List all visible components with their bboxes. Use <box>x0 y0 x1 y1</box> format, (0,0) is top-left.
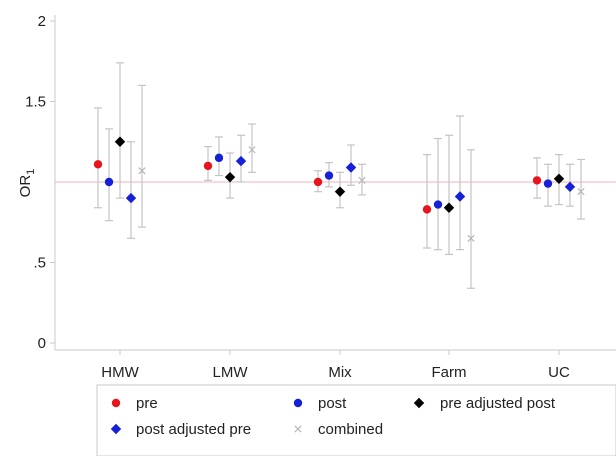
legend-marker-post_adjusted_pre <box>110 423 122 435</box>
point-post-lmw <box>214 153 224 163</box>
legend-box <box>96 384 616 456</box>
y-axis-title-subscript: 1 <box>25 169 37 175</box>
point-combined-hmw <box>138 167 146 175</box>
y-tick-label: .5 <box>33 255 46 272</box>
point-pre-lmw <box>203 161 213 171</box>
point-pre-uc <box>532 176 542 185</box>
point-pre_adjusted_post-hmw <box>114 136 126 147</box>
point-pre_adjusted_post-lmw <box>224 171 236 183</box>
error-bar-combined-farm <box>467 149 475 289</box>
error-bar-combined-uc <box>577 158 585 220</box>
y-ticks: 0 .5 1.5 2 <box>25 13 55 352</box>
point-post_adjusted_pre-lmw <box>235 155 247 167</box>
point-post_adjusted_pre-hmw <box>125 192 137 204</box>
category-label-lmw: LMW <box>213 364 249 381</box>
category-label-farm: Farm <box>432 364 467 381</box>
y-tick-label: 1.5 <box>25 94 46 111</box>
point-pre-farm <box>422 205 432 214</box>
point-combined-lmw <box>248 146 256 154</box>
error-bars <box>94 62 585 289</box>
legend-marker-combined <box>294 425 302 433</box>
point-post_adjusted_pre-uc <box>564 181 576 193</box>
legend-label-pre: pre <box>136 395 158 412</box>
point-post_adjusted_pre-farm <box>454 191 466 202</box>
legend-label-post_adjusted_pre: post adjusted pre <box>136 421 251 438</box>
error-bar-post-farm <box>434 137 442 251</box>
error-bar-pre-farm <box>423 154 431 249</box>
error-bar-post_adjusted_pre-hmw <box>127 141 135 239</box>
point-post-uc <box>543 179 553 188</box>
legend-marker-pre <box>111 398 121 408</box>
point-post-mix <box>324 171 334 180</box>
point-pre-hmw <box>93 160 103 169</box>
category-label-uc: UC <box>548 364 570 381</box>
legend-label-combined: combined <box>318 421 383 438</box>
y-tick-label: 2 <box>38 13 46 30</box>
error-bar-pre-hmw <box>94 107 102 209</box>
category-label-mix: Mix <box>328 364 352 381</box>
legend-marker-post <box>293 398 303 408</box>
point-combined-farm <box>467 234 475 242</box>
point-pre_adjusted_post-farm <box>443 202 455 213</box>
markers <box>93 136 585 242</box>
error-bar-pre_adjusted_post-farm <box>445 134 453 256</box>
point-combined-uc <box>577 188 585 196</box>
point-pre_adjusted_post-mix <box>334 186 346 197</box>
error-bar-post-hmw <box>105 128 113 222</box>
point-combined-mix <box>358 176 366 185</box>
legend-label-post: post <box>318 395 347 412</box>
point-post-hmw <box>104 177 114 187</box>
category-label-hmw: HMW <box>101 364 139 381</box>
legend-marker-pre_adjusted_post <box>413 397 425 409</box>
x-ticks: HMW LMW Mix Farm UC <box>101 350 570 381</box>
point-pre-mix <box>313 177 323 187</box>
error-bar-combined-lmw <box>248 123 256 173</box>
y-tick-label: 0 <box>38 335 46 352</box>
error-bar-post_adjusted_pre-farm <box>456 115 464 251</box>
error-bar-combined-hmw <box>138 84 146 228</box>
point-post_adjusted_pre-mix <box>345 162 357 173</box>
legend: pre post pre adjusted post post adjusted pr… <box>96 384 616 456</box>
y-axis-title: OR1 <box>17 169 37 198</box>
point-pre_adjusted_post-uc <box>553 173 565 184</box>
point-post-farm <box>433 200 443 209</box>
legend-label-pre_adjusted_post: pre adjusted post <box>440 395 556 412</box>
error-bar-pre_adjusted_post-hmw <box>116 62 124 199</box>
axes: OR1 <box>17 15 616 351</box>
